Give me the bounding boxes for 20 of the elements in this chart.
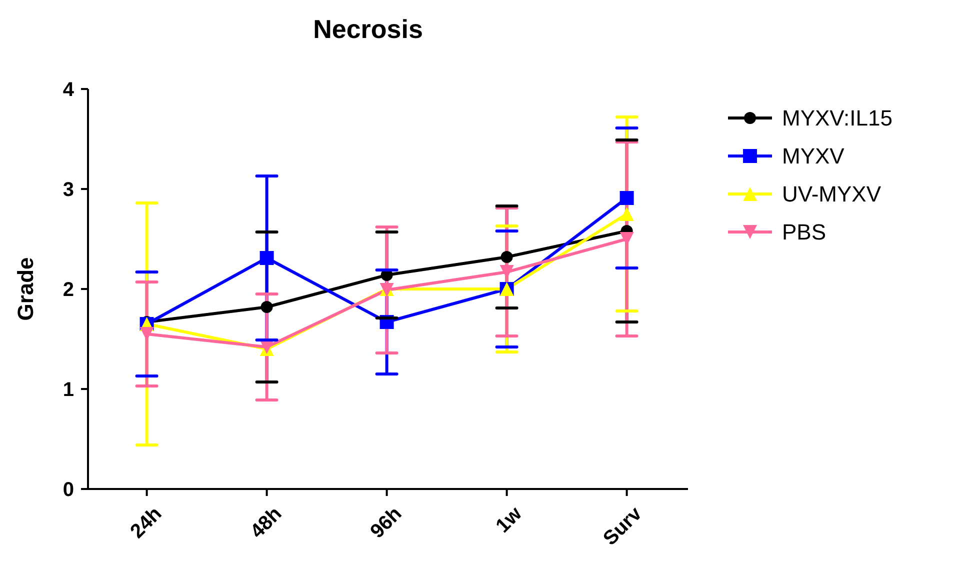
- chart-title: Necrosis: [313, 14, 423, 44]
- y-axis-title: Grade: [13, 257, 38, 321]
- point: [620, 207, 634, 221]
- legend-label: MYXV: [782, 144, 845, 169]
- legend-label: PBS: [782, 220, 826, 245]
- y-tick-label: 0: [62, 479, 74, 501]
- point: [260, 301, 273, 313]
- x-tick-label: 96h: [366, 502, 406, 543]
- legend-label: MYXV:IL15: [782, 106, 892, 131]
- y-tick-label: 4: [62, 79, 75, 101]
- y-tick-label: 3: [62, 179, 74, 201]
- y-tick-label: 2: [62, 279, 74, 301]
- point: [620, 191, 634, 205]
- legend-label: UV-MYXV: [782, 182, 882, 207]
- x-tick-label: 48h: [246, 502, 286, 543]
- x-tick-label: 24h: [126, 502, 166, 543]
- y-tick-label: 1: [62, 379, 74, 401]
- point: [260, 251, 274, 265]
- point: [500, 251, 513, 263]
- x-tick-label: 1w: [492, 502, 527, 538]
